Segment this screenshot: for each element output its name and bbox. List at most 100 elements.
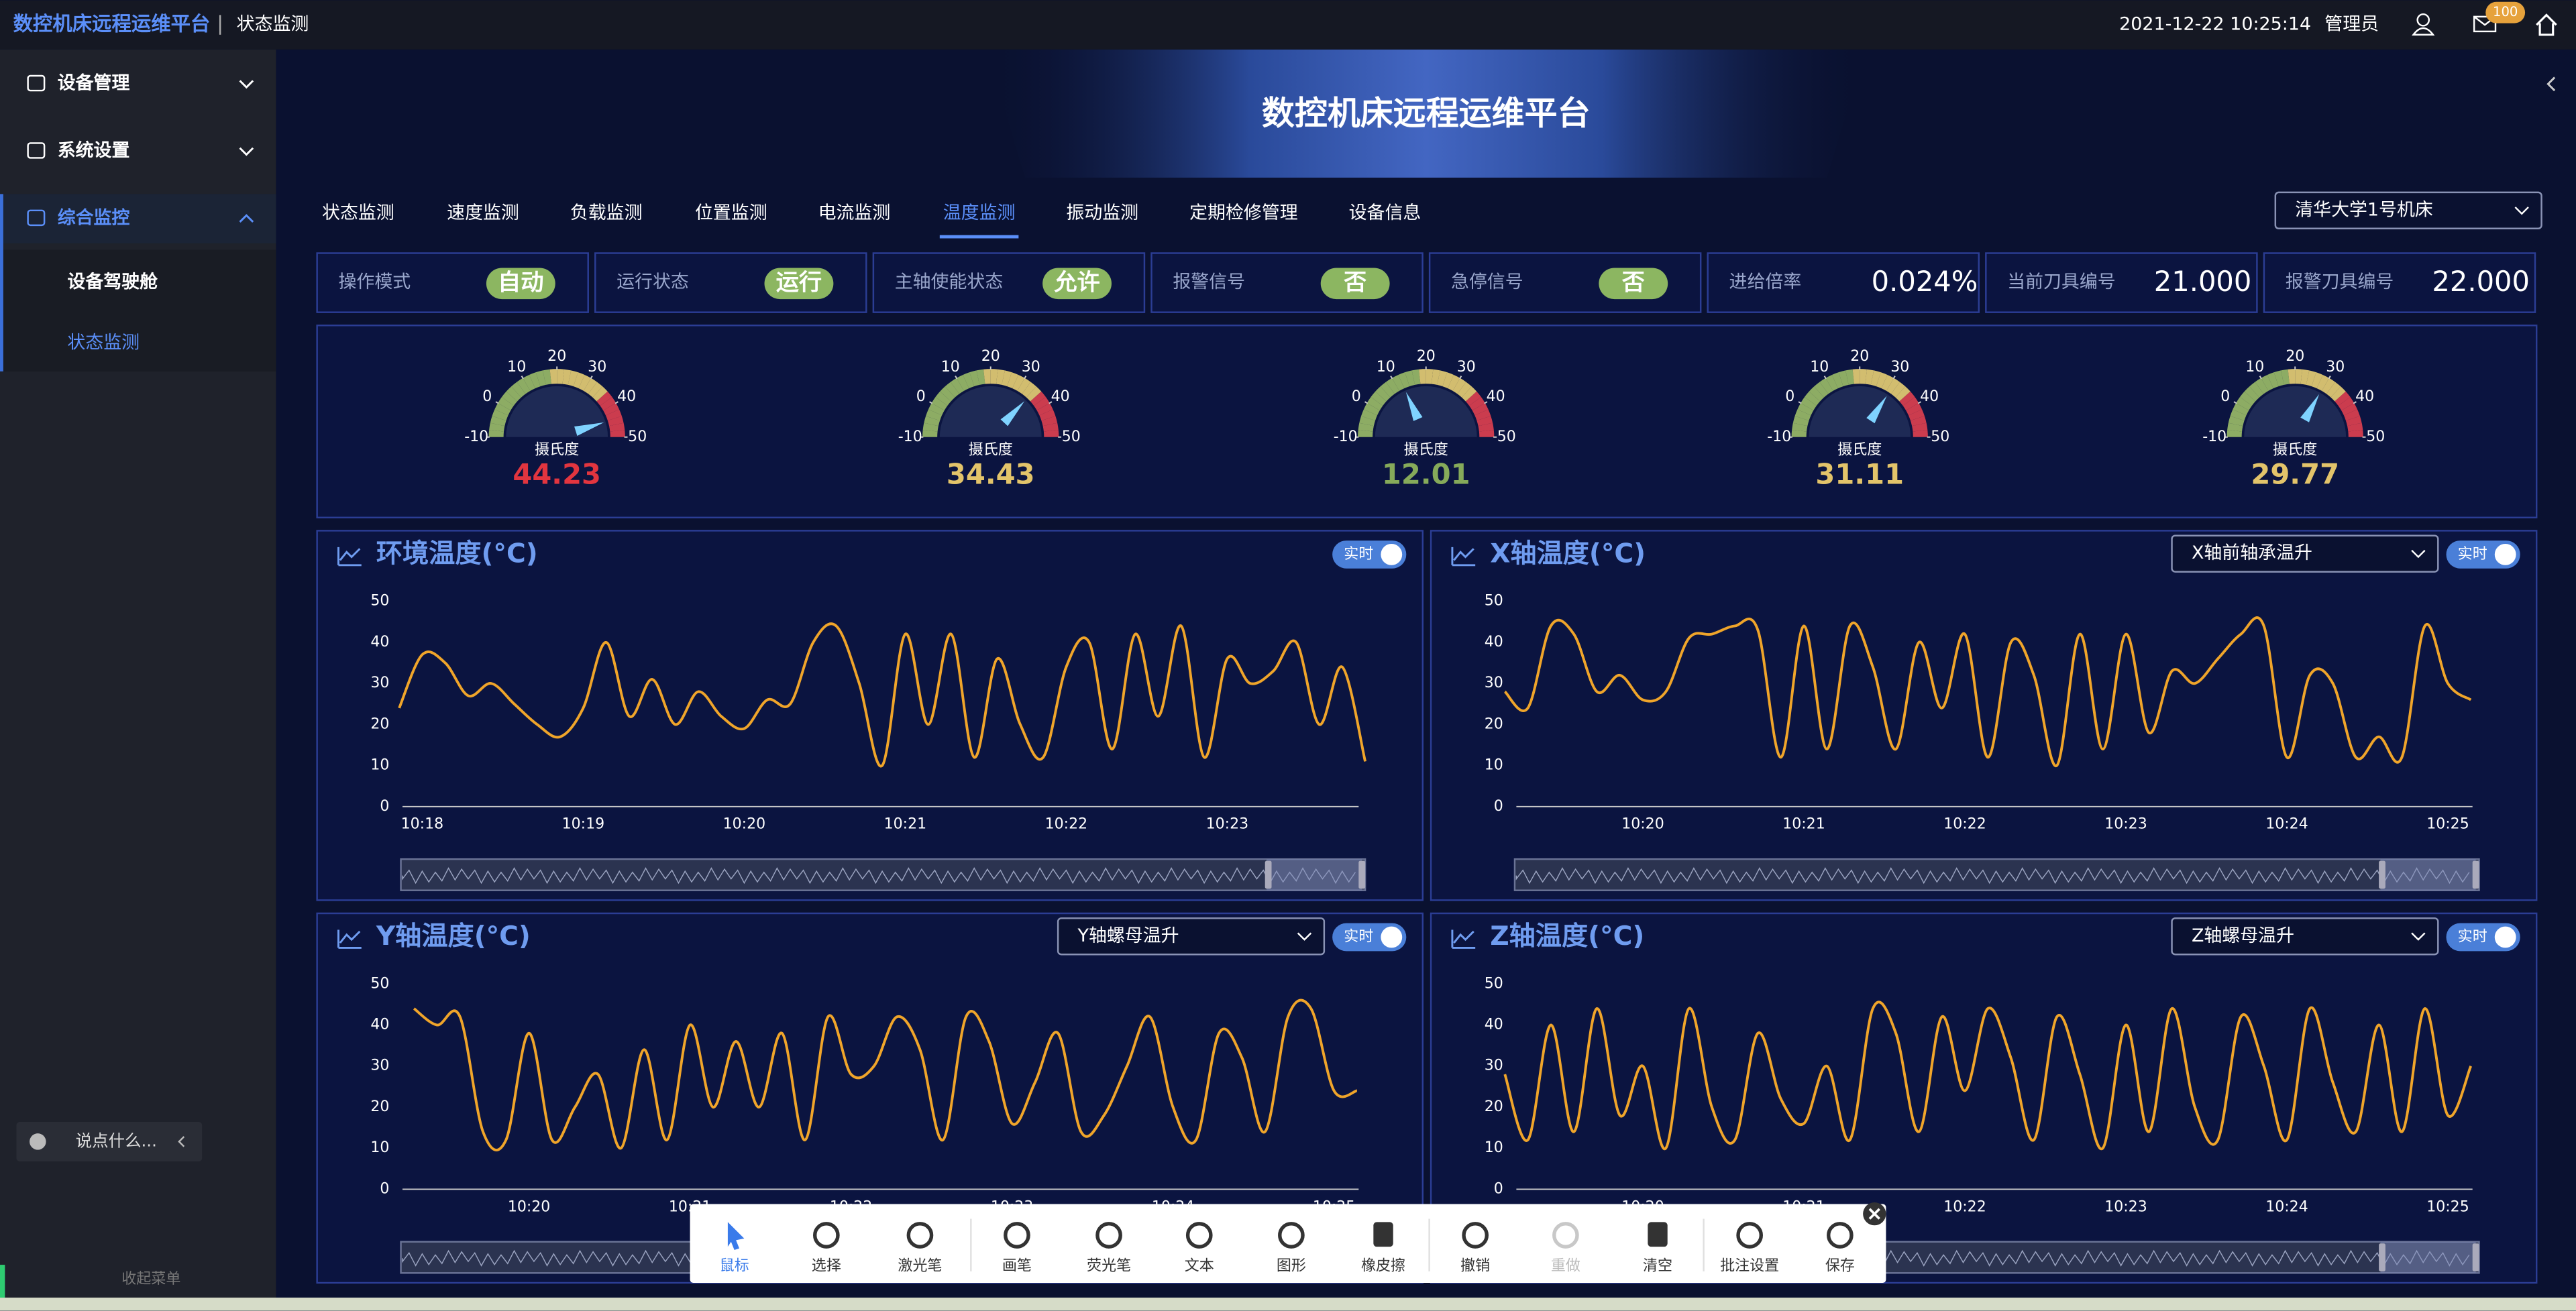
menu-item[interactable]: 设备管理 xyxy=(58,73,130,94)
gauge-arc xyxy=(2341,402,2358,416)
y-tick-label: 30 xyxy=(1485,1058,1503,1074)
tool-label[interactable]: 画笔 xyxy=(1002,1258,1032,1275)
gauge-arc xyxy=(1411,369,1421,385)
tab[interactable]: 设备信息 xyxy=(1349,203,1421,223)
status-badge-bg xyxy=(486,268,555,300)
series-select[interactable] xyxy=(2171,917,2439,956)
zoom-window[interactable] xyxy=(2380,859,2476,891)
tool-label[interactable]: 保存 xyxy=(1825,1258,1855,1275)
tool-label[interactable]: 文本 xyxy=(1185,1258,1214,1275)
gauge-tick-label: 30 xyxy=(2326,359,2345,376)
zoom-handle[interactable] xyxy=(2472,860,2479,889)
tool-label[interactable]: 激光笔 xyxy=(898,1258,942,1275)
y-tick-label: 50 xyxy=(370,975,389,992)
tab[interactable]: 负载监测 xyxy=(570,203,643,223)
menu-chevron xyxy=(239,80,254,89)
tool-label[interactable]: 批注设置 xyxy=(1720,1258,1779,1275)
tab[interactable]: 电流监测 xyxy=(818,203,891,223)
zoom-slider[interactable] xyxy=(400,858,1366,891)
status-value: 22.000 xyxy=(2432,265,2530,298)
tool-label[interactable]: 重做 xyxy=(1551,1258,1580,1275)
tool-icon[interactable] xyxy=(1095,1222,1122,1249)
zoom-slider-wave xyxy=(402,867,1356,885)
home-icon[interactable] xyxy=(2536,13,2557,36)
menu-item[interactable]: 系统设置 xyxy=(58,139,130,161)
machine-select[interactable] xyxy=(2274,191,2542,229)
tool-icon[interactable] xyxy=(1552,1222,1579,1249)
tool-label[interactable]: 鼠标 xyxy=(720,1258,749,1275)
tool-icon[interactable] xyxy=(1185,1222,1213,1249)
tool-icon[interactable] xyxy=(906,1222,934,1249)
status-label: 运行状态 xyxy=(616,272,689,292)
tool-icon[interactable] xyxy=(1462,1222,1489,1249)
chat-box[interactable] xyxy=(16,1122,203,1161)
tab[interactable]: 温度监测 xyxy=(943,203,1016,223)
tool-icon[interactable] xyxy=(1373,1222,1393,1247)
zoom-handle[interactable] xyxy=(2472,1243,2479,1271)
tool-icon[interactable] xyxy=(1736,1222,1763,1249)
zoom-handle[interactable] xyxy=(1358,860,1366,889)
menu-item[interactable]: 综合监控 xyxy=(58,207,130,229)
status-card xyxy=(1985,252,2258,313)
tool-label[interactable]: 清空 xyxy=(1643,1258,1672,1275)
submenu-item[interactable]: 状态监测 xyxy=(67,333,140,353)
menu-icon[interactable] xyxy=(27,209,46,227)
mail-icon[interactable] xyxy=(2473,15,2497,33)
tool-icon[interactable] xyxy=(1648,1222,1668,1247)
gauge-tick-label: 40 xyxy=(2355,388,2374,405)
tool-label[interactable]: 图形 xyxy=(1277,1258,1306,1275)
gauge-tick-label: 40 xyxy=(1920,388,1939,405)
tab[interactable]: 振动监测 xyxy=(1066,203,1138,223)
status-badge: 否 xyxy=(1622,269,1645,296)
gauge-arc xyxy=(2306,370,2316,387)
user-icon[interactable] xyxy=(2416,13,2430,27)
bottom-strip xyxy=(0,1298,2576,1311)
gauge-tick xyxy=(1390,376,1393,380)
gauge-tick-label: 0 xyxy=(916,388,926,405)
gauge-arc xyxy=(511,382,526,398)
tab[interactable]: 定期检修管理 xyxy=(1189,203,1298,223)
tool-label[interactable]: 选择 xyxy=(812,1258,841,1275)
menu-icon[interactable] xyxy=(27,142,46,159)
gauge-arc xyxy=(2281,369,2290,385)
tool-icon[interactable] xyxy=(813,1222,840,1249)
zoom-window[interactable] xyxy=(2380,1241,2476,1273)
select-arrow xyxy=(2514,207,2529,215)
zoom-slider[interactable] xyxy=(1513,858,2480,891)
submenu-item[interactable]: 设备驾驶舱 xyxy=(67,271,158,292)
user-name[interactable]: 管理员 xyxy=(2324,14,2379,35)
collapse-menu[interactable]: 收起菜单 xyxy=(121,1271,180,1288)
y-tick-label: 20 xyxy=(1485,716,1503,732)
tool-icon[interactable] xyxy=(1004,1222,1030,1249)
tool-icon[interactable] xyxy=(1827,1222,1854,1249)
chart-title: Y轴温度(°C) xyxy=(376,921,531,952)
series-select[interactable] xyxy=(2171,534,2439,573)
tool-label[interactable]: 橡皮擦 xyxy=(1361,1258,1405,1275)
gauge-arc xyxy=(529,372,541,389)
y-tick-label: 30 xyxy=(370,1058,389,1074)
tool-label[interactable]: 荧光笔 xyxy=(1087,1258,1131,1275)
gauge-arc xyxy=(1838,370,1849,387)
tab[interactable]: 速度监测 xyxy=(447,203,519,223)
zoom-window[interactable] xyxy=(1267,859,1362,891)
status-card xyxy=(1707,252,1980,313)
gauge-arc xyxy=(1017,378,1031,394)
tab[interactable]: 状态监测 xyxy=(322,203,394,223)
zoom-handle[interactable] xyxy=(2379,860,2385,889)
select-arrow xyxy=(2411,932,2426,941)
series-select[interactable] xyxy=(1057,917,1326,956)
tool-label[interactable]: 撤销 xyxy=(1460,1258,1490,1275)
x-tick-label: 10:23 xyxy=(2104,816,2147,833)
tool-icon[interactable] xyxy=(1278,1222,1305,1249)
zoom-handle[interactable] xyxy=(2379,1243,2385,1271)
menu-icon[interactable] xyxy=(27,74,46,92)
tool-icon[interactable] xyxy=(727,1222,745,1251)
status-badge: 否 xyxy=(1344,269,1366,296)
collapse-right[interactable] xyxy=(2546,76,2556,92)
y-tick-label: 0 xyxy=(1494,1180,1503,1197)
zoom-handle[interactable] xyxy=(1265,860,1272,889)
y-tick-label: 20 xyxy=(370,716,389,732)
tab[interactable]: 位置监测 xyxy=(695,203,767,223)
status-badge: 运行 xyxy=(776,269,822,296)
